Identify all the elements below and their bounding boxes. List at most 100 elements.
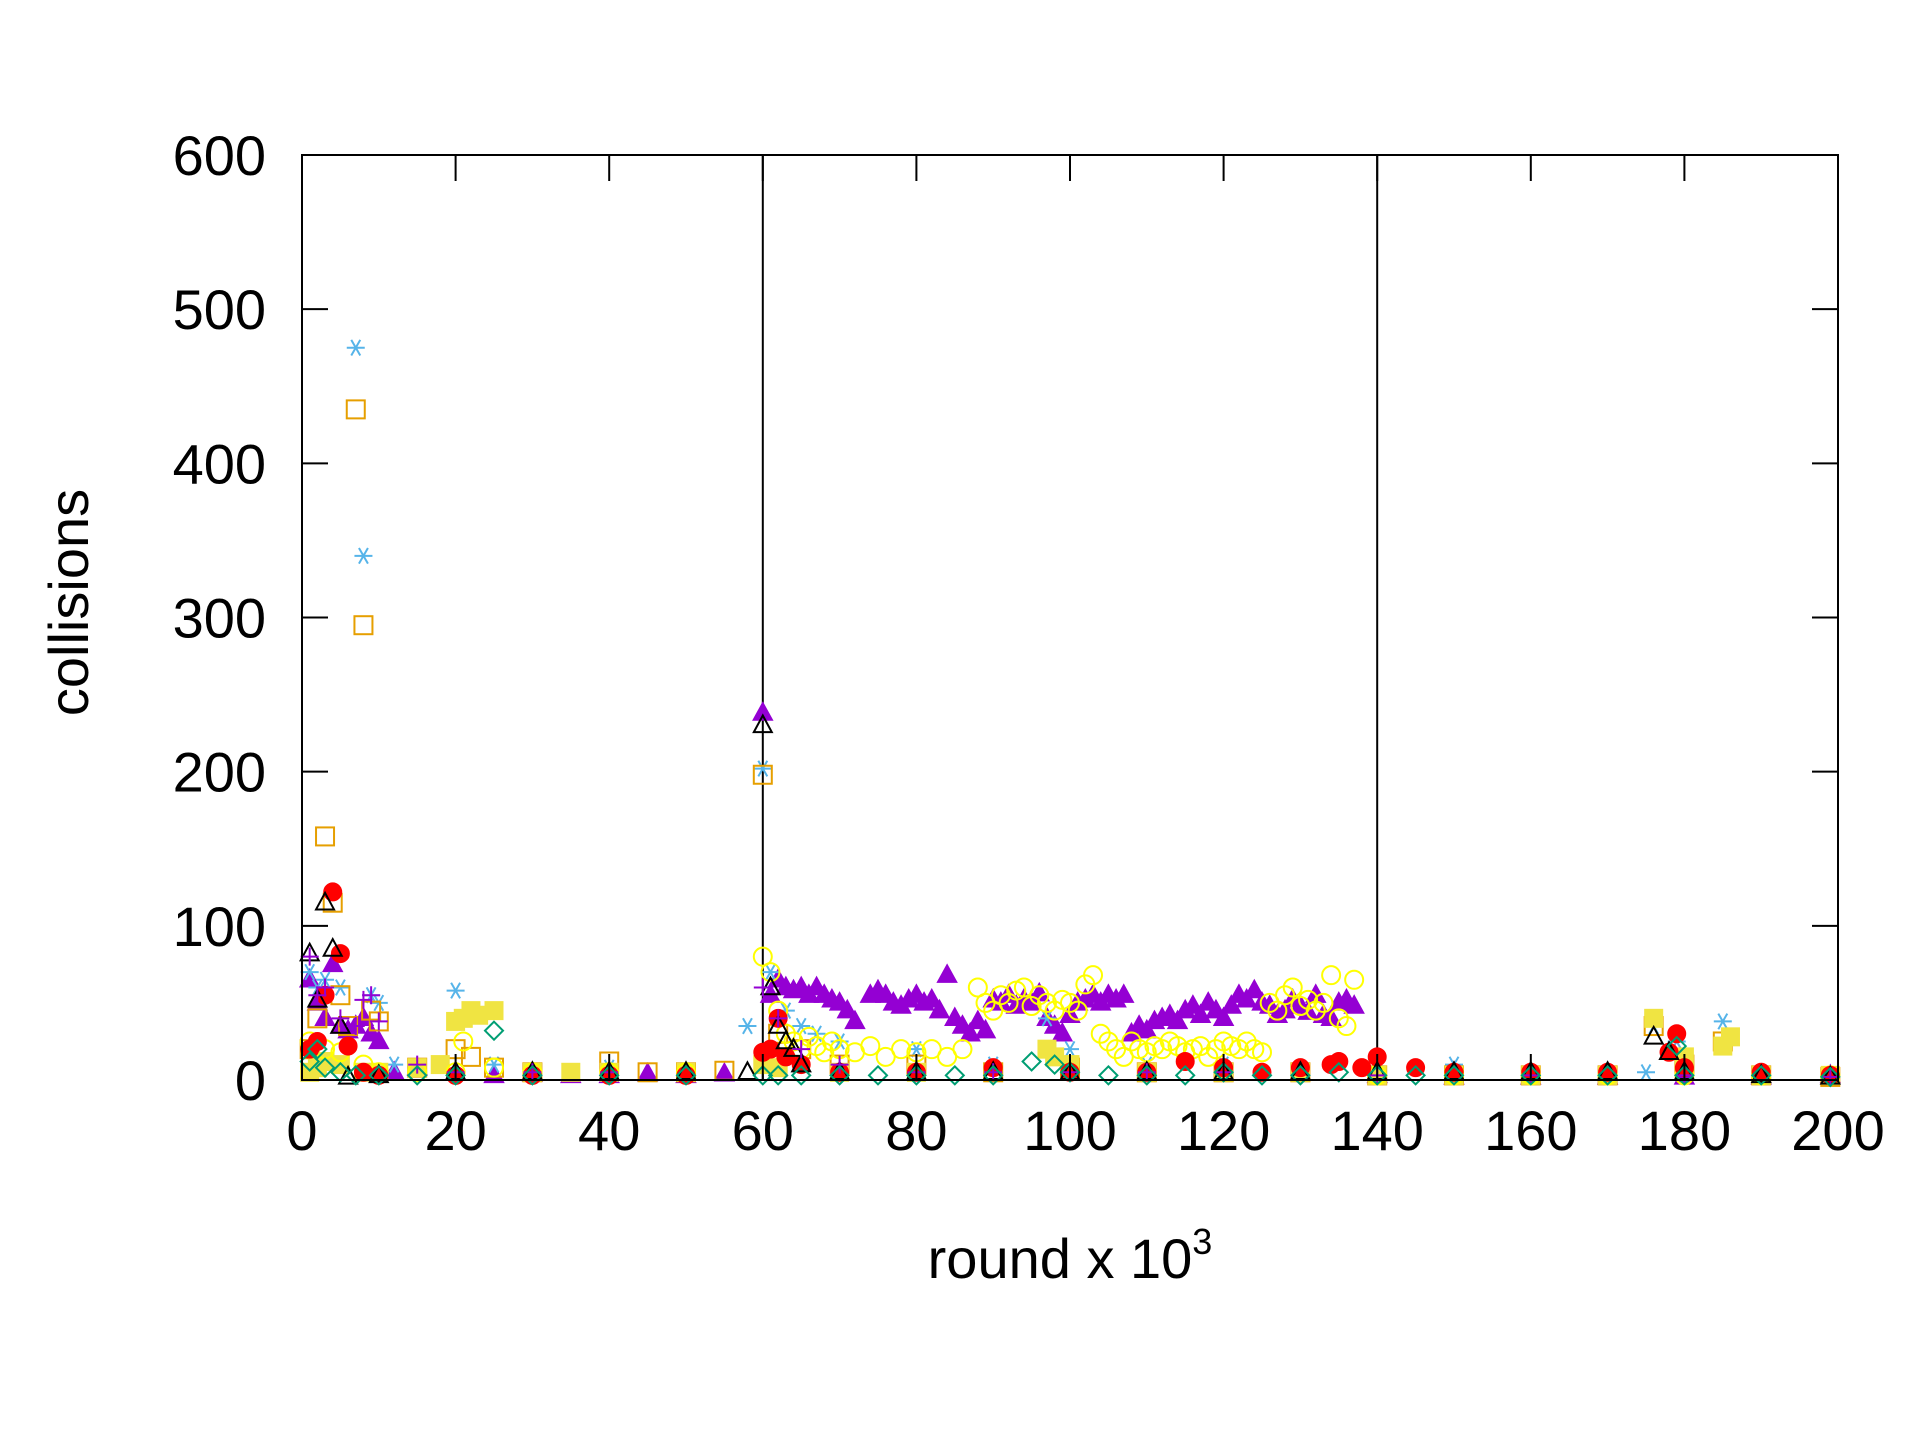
data-point-s4-48 [1098, 1031, 1119, 1052]
data-point-s8-13 [767, 1064, 789, 1086]
data-point-s3-31 [1644, 1008, 1664, 1028]
data-point-s4-40 [1036, 992, 1057, 1013]
data-point-s4-60 [1190, 1036, 1211, 1057]
data-point-s4-76 [1313, 992, 1334, 1013]
x-tick-label-6: 120 [1177, 1099, 1270, 1162]
phase-boundary-lines [761, 155, 1379, 1080]
data-point-s4-12 [752, 946, 773, 967]
data-point-s8-6 [406, 1064, 428, 1086]
data-point-s4-55 [1152, 1039, 1173, 1060]
data-point-s1-10 [446, 982, 465, 999]
data-point-s5-28 [1352, 1058, 1372, 1078]
data-point-s8-7 [445, 1064, 467, 1086]
data-point-s4-77 [1321, 965, 1342, 986]
data-point-s4-68 [1252, 1042, 1272, 1063]
data-point-s8-29 [1328, 1061, 1350, 1083]
x-tick-label-2: 40 [578, 1099, 640, 1162]
data-point-s0-31 [836, 998, 859, 1019]
x-tick-label-5: 100 [1023, 1099, 1116, 1162]
data-point-s4-30 [952, 1039, 973, 1060]
data-point-s8-2 [314, 1057, 336, 1079]
data-point-s8-16 [867, 1064, 889, 1086]
data-point-s2-2 [315, 826, 336, 847]
data-point-s8-32 [1443, 1064, 1465, 1086]
x-tick-label-7: 140 [1330, 1099, 1423, 1162]
data-point-s6-15 [775, 1029, 797, 1050]
data-point-s5-5 [338, 1036, 358, 1056]
x-tick-label-10: 200 [1791, 1099, 1884, 1162]
data-point-s2-7 [353, 615, 374, 636]
x-tick-label-9: 180 [1638, 1099, 1731, 1162]
data-point-s8-31 [1405, 1064, 1427, 1086]
data-point-s0-32 [844, 1009, 866, 1030]
data-point-s6-14 [767, 1014, 789, 1034]
data-point-s6-13 [759, 975, 782, 996]
data-point-s6-29 [1643, 1024, 1665, 1045]
data-point-s1-4 [346, 339, 365, 357]
data-point-s3-14 [561, 1062, 581, 1082]
data-point-s6-17 [790, 1052, 812, 1073]
plot-frame [301, 154, 1839, 1081]
data-point-s0-46 [959, 1021, 981, 1042]
data-point-s7-6 [362, 986, 381, 1005]
x-tick-labels: 0 20 40 60 80 100 120 140 160 180 200 [286, 1099, 1884, 1162]
data-point-s8-1 [306, 1038, 328, 1060]
data-point-s4-61 [1198, 1046, 1219, 1067]
data-point-s7-0 [300, 947, 319, 966]
data-point-s8-21 [1044, 1054, 1066, 1075]
data-point-s8-37 [1750, 1064, 1772, 1086]
data-point-s8-23 [1097, 1064, 1119, 1086]
series-6 [299, 713, 1841, 1085]
data-point-s8-9 [521, 1064, 543, 1086]
data-point-s8-26 [1213, 1061, 1235, 1083]
y-tick-label-2: 200 [173, 741, 266, 804]
data-point-s8-19 [982, 1064, 1004, 1086]
data-point-s4-66 [1236, 1031, 1257, 1052]
y-tick-label-4: 400 [173, 432, 266, 495]
data-point-s4-38 [1021, 996, 1042, 1016]
data-point-s8-24 [1136, 1064, 1158, 1086]
data-point-s8-33 [1520, 1064, 1542, 1086]
data-point-s4-24 [860, 1036, 881, 1057]
data-point-s5-22 [1175, 1052, 1195, 1071]
data-point-s4-13 [760, 962, 781, 983]
data-point-s8-30 [1366, 1064, 1388, 1086]
data-point-s0-9 [368, 1029, 390, 1050]
data-point-s0-43 [936, 963, 958, 983]
data-point-s4-70 [1267, 1000, 1288, 1021]
data-point-s8-17 [905, 1064, 927, 1086]
data-point-s8-36 [1673, 1064, 1695, 1086]
data-point-s2-16 [637, 1062, 658, 1083]
x-axis-label-superscript: 3 [1192, 1221, 1212, 1262]
series-2 [299, 399, 1841, 1087]
data-point-s8-12 [752, 1064, 774, 1086]
data-point-s7-7 [369, 1012, 388, 1031]
data-point-s4-74 [1298, 989, 1319, 1010]
data-point-s6-1 [306, 987, 329, 1008]
data-point-s4-71 [1275, 985, 1296, 1006]
data-point-s6-4 [329, 1014, 352, 1034]
data-point-s8-28 [1289, 1064, 1311, 1086]
y-tick-label-3: 300 [173, 587, 266, 650]
data-point-s6-6 [368, 1063, 390, 1084]
data-point-s4-7 [453, 1031, 474, 1052]
data-point-s8-34 [1597, 1064, 1619, 1086]
y-tick-label-5: 500 [173, 278, 266, 341]
data-point-s4-20 [814, 1042, 835, 1063]
x-tick-label-8: 160 [1484, 1099, 1577, 1162]
data-point-s3-12 [484, 1001, 504, 1021]
data-point-s7-15 [830, 1055, 849, 1074]
data-point-s2-19 [752, 764, 773, 785]
data-point-s7-2 [316, 978, 335, 997]
data-point-s8-8 [483, 1020, 505, 1042]
y-tick-label-1: 100 [173, 895, 266, 958]
data-point-s5-3 [323, 882, 343, 902]
data-point-s2-6 [345, 399, 366, 420]
data-point-s8-18 [944, 1064, 966, 1086]
y-tick-label-6: 600 [173, 124, 266, 187]
data-point-s4-34 [990, 985, 1011, 1006]
x-tick-label-4: 80 [885, 1099, 947, 1162]
data-point-s4-43 [1060, 992, 1080, 1013]
series-0 [298, 701, 1842, 1085]
